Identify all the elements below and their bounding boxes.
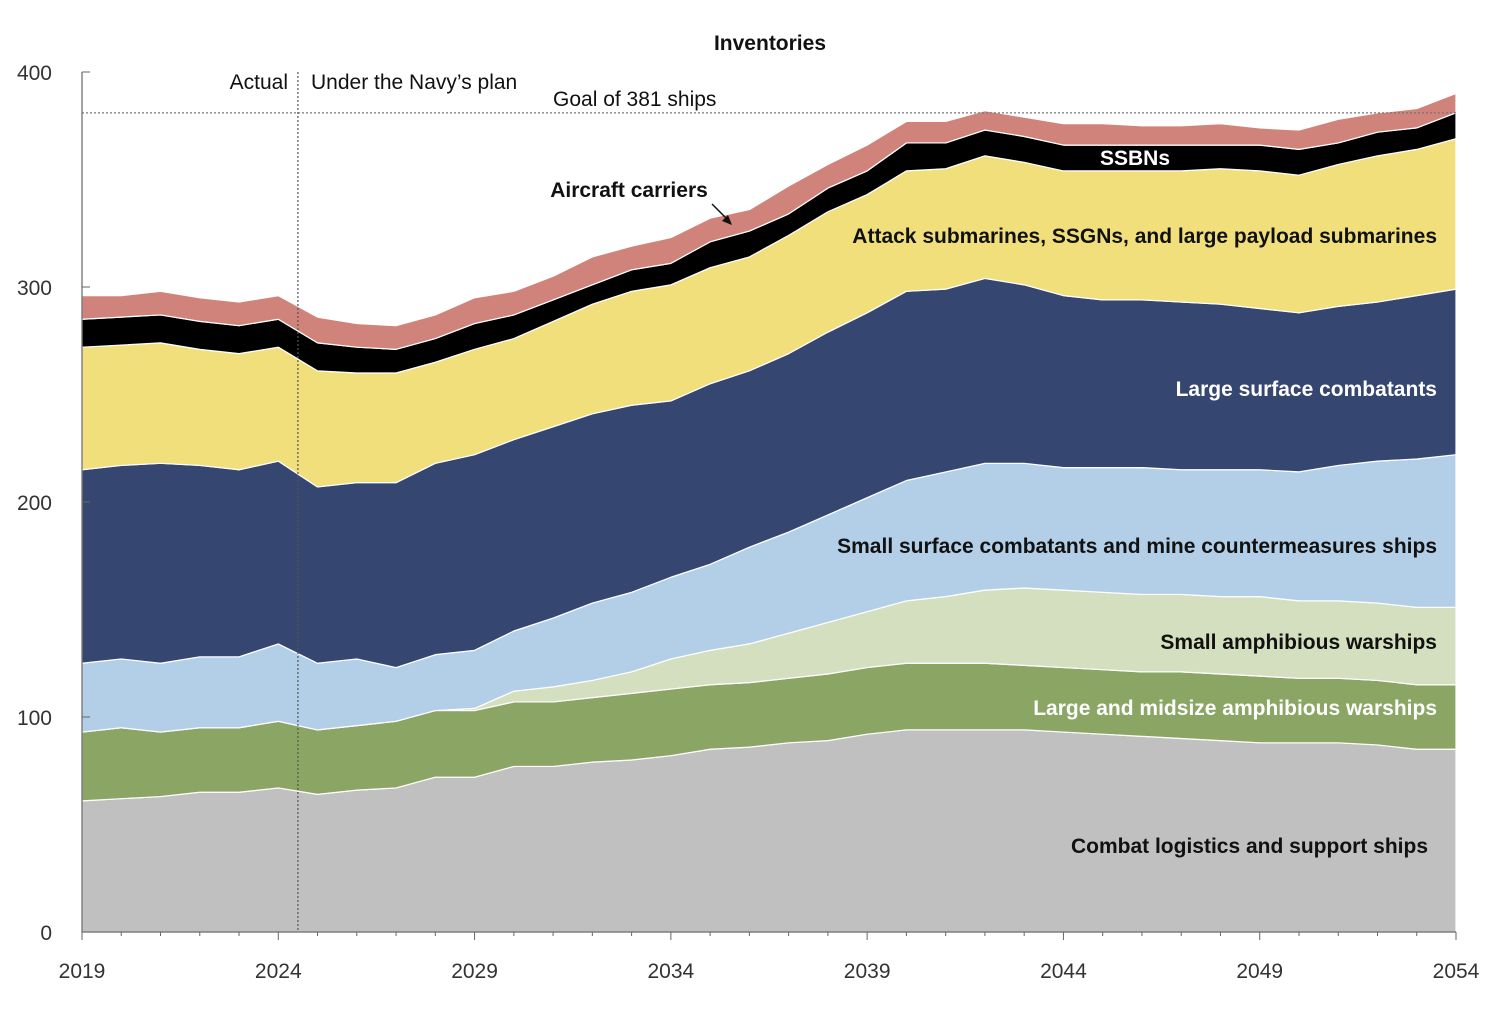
label-combat-logistics: Combat logistics and support ships bbox=[1071, 835, 1428, 858]
axes: 2019 2024 2029 2034 2039 2044 2049 2054 0 100 200 3… bbox=[17, 62, 1480, 983]
annotations: Actual Under the Navy’s plan Goal of 381… bbox=[230, 71, 717, 111]
label-aircraft-carriers: Aircraft carriers bbox=[550, 179, 708, 202]
arrowhead-icon bbox=[722, 215, 732, 225]
y-tick-label: 200 bbox=[17, 492, 52, 515]
label-attack-submarines: Attack submarines, SSGNs, and large payl… bbox=[852, 225, 1437, 248]
x-tick-label: 2029 bbox=[451, 960, 498, 983]
aircraft-carriers-arrow bbox=[711, 203, 729, 221]
actual-label: Actual bbox=[230, 71, 288, 94]
goal-label: Goal of 381 ships bbox=[553, 88, 716, 111]
chart-title: Inventories bbox=[714, 32, 826, 55]
y-tick-label: 400 bbox=[17, 62, 52, 85]
y-tick-label: 300 bbox=[17, 277, 52, 300]
x-tick-label: 2024 bbox=[255, 960, 302, 983]
x-tick-label: 2034 bbox=[647, 960, 694, 983]
x-tick-label: 2019 bbox=[59, 960, 106, 983]
x-tick-label: 2054 bbox=[1433, 960, 1480, 983]
y-tick-label: 100 bbox=[17, 707, 52, 730]
plan-label: Under the Navy’s plan bbox=[311, 71, 517, 94]
label-small-surface: Small surface combatants and mine counte… bbox=[837, 535, 1437, 558]
x-tick-label: 2039 bbox=[844, 960, 891, 983]
x-tick-label: 2044 bbox=[1040, 960, 1087, 983]
label-large-amphibious: Large and midsize amphibious warships bbox=[1033, 697, 1437, 720]
label-ssbns: SSBNs bbox=[1100, 147, 1170, 170]
x-tick-label: 2049 bbox=[1236, 960, 1283, 983]
label-large-surface: Large surface combatants bbox=[1176, 378, 1437, 401]
y-tick-label: 0 bbox=[40, 922, 52, 945]
series-labels: Combat logistics and support ships Large… bbox=[550, 147, 1437, 858]
area-layers bbox=[81, 92, 1457, 933]
label-small-amphibious: Small amphibious warships bbox=[1160, 631, 1437, 654]
